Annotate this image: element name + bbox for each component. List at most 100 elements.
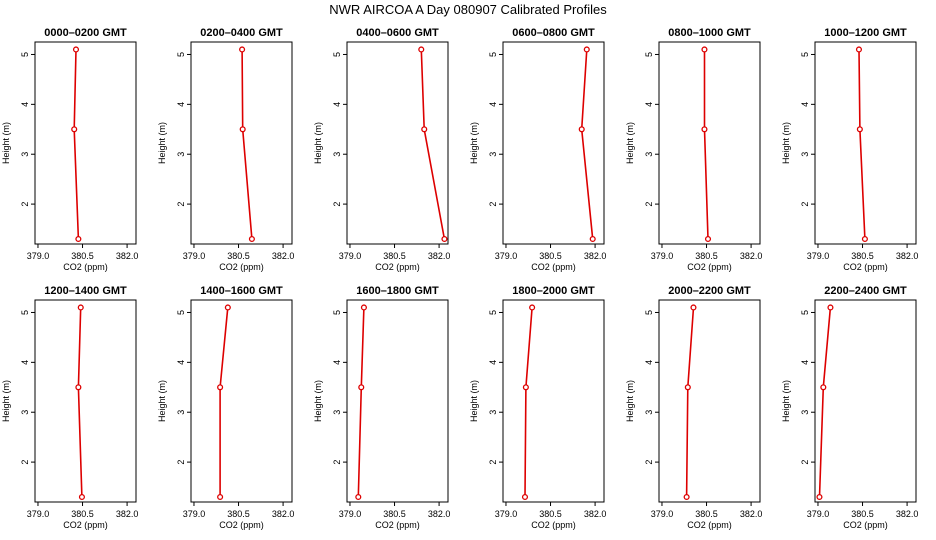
y-tick-label: 5 <box>644 52 654 57</box>
x-tick-label: 382.0 <box>428 251 451 261</box>
y-tick-label: 2 <box>488 202 498 207</box>
x-axis-label: CO2 (ppm) <box>219 520 264 530</box>
panel-title: 0000–0200 GMT <box>44 27 127 39</box>
plot-frame <box>814 41 917 245</box>
x-tick-label: 382.0 <box>896 251 919 261</box>
y-axis-label: Height (m) <box>1 122 11 164</box>
profile-line <box>858 49 866 240</box>
y-axis-label: Height (m) <box>625 122 635 164</box>
x-tick-label: 379.0 <box>339 509 362 519</box>
plot-frame <box>346 41 449 245</box>
x-tick-label: 379.0 <box>183 509 206 519</box>
x-tick-label: 380.5 <box>71 509 94 519</box>
plot-frame <box>190 299 293 503</box>
y-tick-label: 3 <box>800 152 810 157</box>
plot-frame <box>658 41 761 245</box>
data-point <box>521 493 529 501</box>
y-tick-label: 5 <box>488 52 498 57</box>
y-tick-label: 2 <box>332 202 342 207</box>
profile-line <box>703 49 709 240</box>
x-tick-label: 382.0 <box>896 509 919 519</box>
x-tick-label: 380.5 <box>695 509 718 519</box>
x-axis-label: CO2 (ppm) <box>687 262 732 272</box>
y-tick-label: 2 <box>800 202 810 207</box>
x-tick-label: 379.0 <box>339 251 362 261</box>
panel-1: 0200–0400 GMT 379.0 380.5 382.0 CO2 (ppm) 2 3 4… <box>157 27 294 272</box>
panel-title: 2200–2400 GMT <box>824 285 907 297</box>
y-tick-label: 3 <box>644 152 654 157</box>
y-axis-label: Height (m) <box>469 122 479 164</box>
data-point <box>855 46 863 53</box>
x-axis-label: CO2 (ppm) <box>843 262 888 272</box>
x-tick-label: 379.0 <box>183 251 206 261</box>
panel-title: 2000–2200 GMT <box>668 285 751 297</box>
plot-frame <box>346 299 449 503</box>
profile-line <box>685 307 695 498</box>
y-tick-label: 3 <box>332 152 342 157</box>
plot-frame <box>34 299 137 503</box>
data-point <box>701 126 708 133</box>
x-tick-label: 380.5 <box>851 251 874 261</box>
data-point <box>358 384 365 391</box>
y-axis-label: Height (m) <box>313 122 323 164</box>
panel-4: 0800–1000 GMT 379.0 380.5 382.0 CO2 (ppm) 2 3 4… <box>625 27 762 272</box>
data-point <box>529 304 536 311</box>
data-point <box>441 235 448 243</box>
y-tick-label: 5 <box>332 310 342 315</box>
data-point <box>72 46 80 53</box>
y-axis-label: Height (m) <box>313 380 323 422</box>
x-axis-label: CO2 (ppm) <box>63 520 108 530</box>
x-axis-label: CO2 (ppm) <box>687 520 732 530</box>
profile-line <box>73 49 80 240</box>
data-point <box>360 304 367 311</box>
y-tick-label: 2 <box>800 460 810 465</box>
x-tick-label: 380.5 <box>383 251 406 261</box>
x-axis-label: CO2 (ppm) <box>843 520 888 530</box>
profile-line <box>77 307 83 498</box>
x-tick-label: 382.0 <box>116 509 139 519</box>
data-point <box>578 126 585 133</box>
x-tick-label: 380.5 <box>539 251 562 261</box>
y-tick-label: 2 <box>332 460 342 465</box>
y-tick-label: 3 <box>20 410 30 415</box>
data-point <box>71 126 78 133</box>
x-axis-label: CO2 (ppm) <box>219 262 264 272</box>
panel-title: 1400–1600 GMT <box>200 285 283 297</box>
x-tick-label: 382.0 <box>584 251 607 261</box>
data-point <box>239 126 246 133</box>
data-point <box>861 235 868 243</box>
y-tick-label: 3 <box>176 152 186 157</box>
data-point <box>248 235 255 243</box>
profile-line <box>241 49 253 240</box>
y-axis-label: Height (m) <box>157 122 167 164</box>
data-point <box>704 235 712 243</box>
panel-2: 0400–0600 GMT 379.0 380.5 382.0 CO2 (ppm) 2 3 4… <box>313 27 450 272</box>
y-tick-label: 3 <box>20 152 30 157</box>
profile-line <box>357 307 365 498</box>
x-axis-label: CO2 (ppm) <box>531 520 576 530</box>
x-tick-label: 379.0 <box>27 509 50 519</box>
y-tick-label: 4 <box>488 102 498 107</box>
data-point <box>77 304 84 311</box>
y-tick-label: 5 <box>332 52 342 57</box>
page-title: NWR AIRCOA A Day 080907 Calibrated Profi… <box>329 2 607 17</box>
profile-line <box>219 307 229 497</box>
data-point <box>75 384 82 391</box>
y-tick-label: 4 <box>800 360 810 365</box>
y-tick-label: 4 <box>332 360 342 365</box>
y-tick-label: 2 <box>176 202 186 207</box>
x-tick-label: 379.0 <box>651 509 674 519</box>
x-tick-label: 382.0 <box>740 509 763 519</box>
x-tick-label: 382.0 <box>428 509 451 519</box>
panel-7: 1400–1600 GMT 379.0 380.5 382.0 CO2 (ppm) 2 3 4… <box>157 285 294 530</box>
data-point <box>827 304 834 311</box>
y-tick-label: 5 <box>800 52 810 57</box>
data-point <box>522 384 529 391</box>
panel-title: 0800–1000 GMT <box>668 27 751 39</box>
x-tick-label: 379.0 <box>495 251 518 261</box>
data-point <box>421 126 428 133</box>
panel-5: 1000–1200 GMT 379.0 380.5 382.0 CO2 (ppm) 2 3 4… <box>781 27 918 272</box>
data-point <box>224 304 231 311</box>
panel-title: 1000–1200 GMT <box>824 27 907 39</box>
panel-10: 2000–2200 GMT 379.0 380.5 382.0 CO2 (ppm) 2 3 4… <box>625 285 762 530</box>
